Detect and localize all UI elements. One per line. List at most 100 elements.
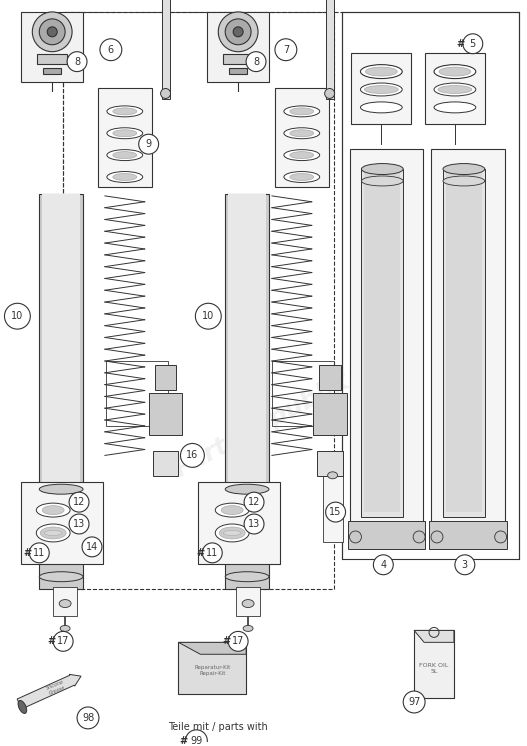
- Bar: [98, 87, 152, 187]
- Bar: [431, 149, 505, 542]
- Bar: [236, 586, 260, 616]
- Circle shape: [495, 531, 506, 543]
- Ellipse shape: [434, 65, 476, 78]
- Bar: [153, 451, 179, 476]
- Bar: [414, 630, 454, 698]
- Text: #: #: [196, 548, 204, 558]
- Bar: [229, 68, 247, 74]
- Circle shape: [32, 12, 72, 51]
- Ellipse shape: [219, 527, 245, 539]
- Bar: [179, 642, 246, 694]
- Circle shape: [244, 514, 264, 534]
- Ellipse shape: [107, 106, 143, 117]
- Ellipse shape: [284, 150, 320, 160]
- Ellipse shape: [113, 108, 136, 115]
- Bar: [225, 194, 269, 487]
- Circle shape: [326, 502, 346, 522]
- Ellipse shape: [443, 163, 485, 175]
- Ellipse shape: [40, 484, 83, 494]
- Circle shape: [100, 39, 122, 60]
- Bar: [349, 149, 423, 542]
- Text: FORK OIL
5L: FORK OIL 5L: [419, 662, 448, 674]
- Text: PartsRepublik: PartsRepublik: [170, 369, 354, 482]
- Text: #: #: [47, 636, 55, 646]
- Bar: [323, 472, 343, 542]
- Bar: [275, 87, 329, 187]
- Bar: [352, 53, 411, 125]
- Ellipse shape: [365, 86, 398, 93]
- Ellipse shape: [107, 150, 143, 160]
- Ellipse shape: [113, 130, 136, 137]
- Text: Teile mit / parts with: Teile mit / parts with: [169, 722, 268, 732]
- Text: 12: 12: [248, 497, 260, 507]
- Ellipse shape: [328, 471, 338, 479]
- Bar: [43, 68, 61, 74]
- Bar: [320, 397, 338, 415]
- Bar: [272, 361, 334, 425]
- Bar: [162, 0, 170, 99]
- Circle shape: [202, 543, 222, 562]
- Circle shape: [180, 443, 204, 467]
- Bar: [228, 194, 266, 487]
- Circle shape: [161, 89, 171, 98]
- Circle shape: [186, 730, 207, 746]
- Bar: [22, 12, 83, 81]
- Ellipse shape: [87, 541, 101, 549]
- Circle shape: [275, 39, 297, 60]
- Text: #: #: [179, 736, 188, 746]
- Ellipse shape: [284, 106, 320, 117]
- Text: Reparatur-Kit
Repair-Kit: Reparatur-Kit Repair-Kit: [194, 665, 230, 676]
- Ellipse shape: [290, 174, 314, 181]
- Text: 99: 99: [190, 736, 202, 746]
- Text: 6: 6: [108, 45, 114, 54]
- Circle shape: [463, 34, 483, 54]
- Bar: [341, 12, 519, 559]
- Bar: [429, 521, 506, 549]
- Circle shape: [228, 631, 248, 651]
- Text: 13: 13: [248, 519, 260, 529]
- Bar: [42, 194, 80, 487]
- Circle shape: [77, 707, 99, 729]
- Circle shape: [82, 537, 102, 557]
- Ellipse shape: [243, 625, 253, 631]
- Circle shape: [225, 19, 251, 45]
- Bar: [326, 0, 334, 99]
- Polygon shape: [179, 642, 246, 654]
- Bar: [198, 482, 280, 564]
- Circle shape: [244, 492, 264, 512]
- Bar: [37, 54, 67, 63]
- Ellipse shape: [284, 172, 320, 183]
- Text: 14: 14: [86, 542, 98, 552]
- Ellipse shape: [290, 108, 314, 115]
- Ellipse shape: [225, 571, 269, 582]
- Text: 16: 16: [186, 451, 199, 460]
- Ellipse shape: [113, 174, 136, 181]
- Ellipse shape: [362, 163, 403, 175]
- Text: Silicone
Grease: Silicone Grease: [45, 680, 67, 697]
- Ellipse shape: [44, 530, 62, 536]
- Text: 8: 8: [253, 57, 259, 66]
- Ellipse shape: [362, 176, 403, 186]
- Text: #: #: [222, 636, 230, 646]
- Text: 9: 9: [145, 140, 152, 149]
- Ellipse shape: [225, 484, 269, 494]
- Ellipse shape: [42, 506, 64, 515]
- Text: 11: 11: [33, 548, 45, 558]
- Bar: [317, 451, 343, 476]
- Ellipse shape: [443, 176, 485, 186]
- Ellipse shape: [36, 503, 70, 517]
- Text: 17: 17: [232, 636, 245, 646]
- Bar: [362, 169, 403, 517]
- Bar: [223, 54, 253, 63]
- Bar: [149, 392, 182, 434]
- Bar: [225, 489, 269, 589]
- Text: 98: 98: [82, 713, 94, 723]
- Circle shape: [67, 51, 87, 72]
- Bar: [154, 365, 177, 389]
- Bar: [106, 361, 168, 425]
- Text: 8: 8: [74, 57, 80, 66]
- Circle shape: [431, 531, 443, 543]
- Text: 97: 97: [408, 697, 421, 707]
- Text: #: #: [23, 548, 32, 558]
- Circle shape: [40, 19, 65, 45]
